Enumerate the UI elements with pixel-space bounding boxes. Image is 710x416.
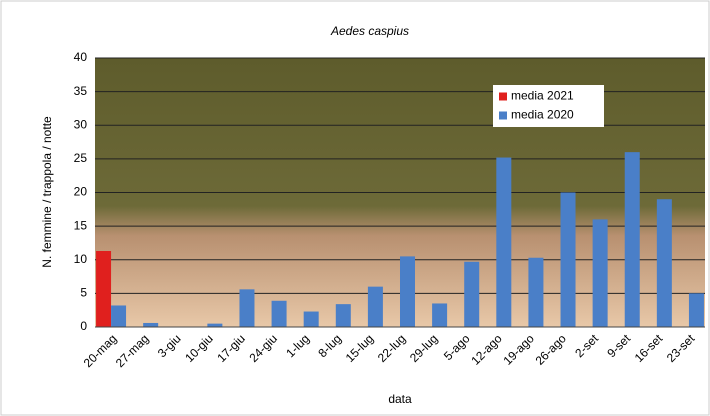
bar	[96, 251, 111, 327]
y-tick-label: 10	[74, 252, 88, 266]
bar	[400, 256, 415, 327]
x-tick-label: 19-ago	[500, 331, 537, 368]
x-tick-label: 17-giu	[214, 331, 247, 364]
y-axis-label: N. femmine / trappola / notte	[40, 116, 54, 268]
y-tick-label: 0	[80, 319, 87, 333]
x-tick-label: 10-giu	[182, 331, 215, 364]
page: {"chart_data": {"type": "bar", "title": …	[0, 0, 710, 416]
bar	[593, 219, 608, 327]
legend-swatch	[499, 93, 507, 101]
bar	[207, 324, 222, 327]
y-tick-label: 25	[74, 151, 88, 165]
x-tick-label: 24-giu	[246, 331, 279, 364]
y-tick-label: 20	[74, 185, 88, 199]
x-axis-label: data	[388, 392, 412, 406]
bar	[464, 262, 479, 327]
x-tick-label: 27-mag	[113, 331, 152, 370]
bar	[272, 301, 287, 327]
bar	[561, 193, 576, 328]
bar	[432, 303, 447, 327]
y-tick-label: 40	[74, 50, 88, 64]
bar	[239, 289, 254, 327]
x-tick-label: 12-ago	[468, 331, 505, 368]
bar	[143, 323, 158, 327]
x-tick-label: 8-lug	[315, 331, 344, 360]
y-tick-label: 15	[74, 218, 88, 232]
x-tick-label: 20-mag	[81, 331, 120, 370]
bar	[111, 305, 126, 327]
x-tick-label: 23-set	[664, 331, 698, 365]
legend-label: media 2021	[511, 89, 574, 103]
x-tick-label: 9-set	[604, 331, 633, 360]
x-tick-label: 2-set	[572, 331, 601, 360]
bar	[368, 287, 383, 327]
bar	[528, 258, 543, 327]
x-tick-label: 29-lug	[407, 331, 440, 364]
legend-swatch	[499, 112, 507, 120]
x-tick-label: 3-giu	[155, 331, 184, 360]
x-tick-label: 15-lug	[343, 331, 376, 364]
bar	[625, 152, 640, 327]
x-tick-label: 22-lug	[375, 331, 408, 364]
bar	[304, 312, 319, 327]
bar	[689, 293, 704, 327]
y-tick-label: 30	[74, 117, 88, 131]
bar	[657, 199, 672, 327]
y-tick-label: 35	[74, 84, 88, 98]
chart-title: Aedes caspius	[330, 24, 409, 38]
bar	[496, 158, 511, 327]
chart: Aedes caspius N. femmine / trappola / no…	[0, 0, 710, 416]
x-tick-label: 26-ago	[533, 331, 570, 368]
x-tick-label: 16-set	[632, 331, 666, 365]
x-tick-label: 1-lug	[283, 331, 312, 360]
legend-label: media 2020	[511, 108, 574, 122]
y-tick-label: 5	[80, 286, 87, 300]
bar	[336, 304, 351, 327]
